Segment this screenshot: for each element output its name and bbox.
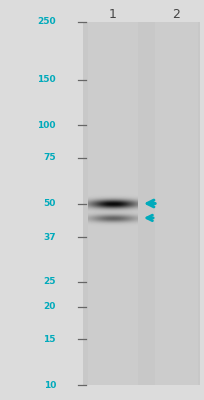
Text: 75: 75: [43, 153, 56, 162]
Text: 150: 150: [37, 75, 56, 84]
Text: 37: 37: [43, 233, 56, 242]
Text: 250: 250: [37, 18, 56, 26]
Bar: [83, 22, 199, 385]
Text: 1: 1: [109, 8, 116, 20]
Text: 25: 25: [43, 277, 56, 286]
Text: 15: 15: [43, 335, 56, 344]
Text: 100: 100: [37, 121, 56, 130]
Text: 10: 10: [43, 380, 56, 390]
Text: 2: 2: [172, 8, 180, 20]
Text: 20: 20: [43, 302, 56, 311]
Text: 50: 50: [43, 199, 56, 208]
